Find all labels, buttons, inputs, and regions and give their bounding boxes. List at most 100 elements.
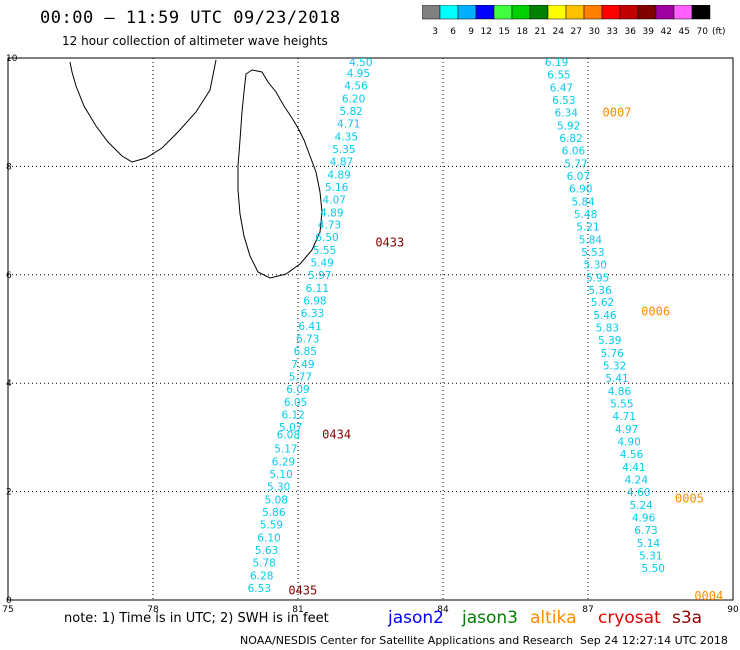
y-tick-label: 0 [6,596,12,606]
swh-value-label: 5.30 [267,482,290,494]
swh-value-label: 5.48 [574,209,597,221]
generated-timestamp: Sep 24 12:27:14 UTC 2018 [580,634,728,647]
chart-title: 00:00 – 11:59 UTC 09/23/2018 [40,8,341,28]
swh-value-label: 5.30 [584,259,607,271]
swh-value-label: 6.33 [301,308,324,320]
x-tick-label: 87 [582,605,593,612]
colorbar-label: 21 [535,27,546,37]
swh-value-label: 5.07 [279,422,302,434]
swh-value-label: 4.41 [622,462,645,474]
swh-value-label: 5.46 [593,310,617,322]
swh-value-label: 6.53 [552,95,575,107]
swh-value-label: 4.87 [330,156,353,168]
colorbar-label: 24 [553,27,565,37]
chart-subtitle: 12 hour collection of altimeter wave hei… [62,34,328,48]
swh-value-label: 6.12 [281,409,304,421]
swh-value-label: 5.24 [629,500,653,512]
x-tick-label: 81 [292,605,303,612]
swh-value-label: 6.08 [277,429,300,441]
colorbar-label: 3 [432,27,438,37]
legend-s3a: s3a [672,608,703,628]
time-label: 0007 [603,106,632,120]
colorbar-label: 9 [468,27,474,37]
colorbar-label: 30 [589,27,601,37]
x-tick-label: 78 [147,605,159,612]
y-tick-label: 8 [6,162,12,172]
swh-value-label: 4.60 [627,487,650,499]
swh-value-label: 5.10 [269,469,292,481]
swh-value-label: 5.76 [600,348,624,360]
swh-value-label: 5.95 [586,272,609,284]
time-label: 0433 [375,236,404,250]
colorbar-label: 39 [643,27,655,37]
swh-value-label: 6.05 [284,397,307,409]
swh-value-label: 6.41 [298,321,321,333]
colorbar-legend: 3 6 9 12 15 18 21 24 27 30 33 36 39 42 45 70 (ft) [422,5,726,37]
swh-value-label: 6.29 [272,457,295,469]
swh-value-label: 6.28 [250,570,273,582]
time-label: 0004 [694,589,723,603]
swh-value-label: 6.47 [550,83,573,95]
swh-value-label: 5.77 [564,158,587,170]
swh-value-label: 5.55 [610,399,633,411]
swh-value-label: 4.73 [318,220,341,232]
swh-value-label: 5.63 [255,545,278,557]
swh-value-label: 4.96 [632,512,656,524]
time-label: 0434 [322,427,351,441]
time-label: 0006 [641,304,670,318]
swh-value-label: 5.77 [289,371,312,383]
time-label: 0005 [675,491,704,505]
colorbar-label: 42 [661,27,672,37]
x-tick-label: 75 [2,605,13,612]
swh-value-label: 4.35 [335,131,358,143]
swh-value-label: 6.06 [562,145,586,157]
swh-value-label: 4.50 [349,57,372,69]
footer-note: note: 1) Time is in UTC; 2) SWH is in fe… [64,611,329,626]
swh-value-label: 4.95 [347,68,370,80]
swh-value-label: 4.71 [613,411,636,423]
swh-value-label: 4.07 [323,194,346,206]
colorbar-label: 12 [481,27,492,37]
swh-value-label: 5.16 [325,182,349,194]
swh-value-label: 5.84 [579,234,603,246]
y-tick-label: 6 [6,271,12,281]
colorbar-label: 6 [450,27,456,37]
swh-value-label: 5.92 [557,121,580,133]
y-tick-label: 4 [6,379,12,389]
swh-value-label: 5.53 [581,247,604,259]
swh-value-label: 6.53 [248,583,271,595]
swh-value-label: 6.07 [567,171,590,183]
island-outline [237,69,323,279]
colorbar-label: 33 [607,27,618,37]
colorbar-swatch [691,5,711,20]
swh-value-label: 5.97 [308,270,331,282]
swh-value-label: 4.71 [337,118,360,130]
colorbar-unit: (ft) [712,27,726,37]
swh-value-label: 6.85 [294,346,317,358]
swh-value-label: 5.82 [339,106,362,118]
colorbar-label: 18 [517,27,529,37]
swh-value-label: 5.08 [265,495,288,507]
y-tick-label: 10 [6,54,18,64]
swh-value-label: 4.89 [327,169,350,181]
swh-value-label: 5.50 [642,563,665,575]
swh-value-label: 6.19 [545,57,568,69]
swh-value-label: 5.31 [639,550,662,562]
swh-value-label: 6.11 [306,283,329,295]
swh-value-label: 5.62 [591,297,614,309]
swh-value-label: 4.90 [617,437,640,449]
swh-value-label: 5.78 [252,557,275,569]
swh-value-label: 5.84 [571,196,595,208]
swh-value-label: 6.50 [315,232,338,244]
swh-value-label: 5.36 [588,285,612,297]
plot-frame [7,57,734,601]
swh-value-label: 4.56 [344,80,368,92]
swh-value-label: 4.97 [615,424,638,436]
legend-cryosat: cryosat [598,608,661,628]
swh-value-label: 5.59 [260,519,283,531]
swh-value-label: 5.55 [313,245,336,257]
swh-value-label: 7.49 [291,359,314,371]
coastline [69,59,217,163]
swh-value-label: 6.82 [559,133,582,145]
swh-value-label: 5.21 [576,221,599,233]
